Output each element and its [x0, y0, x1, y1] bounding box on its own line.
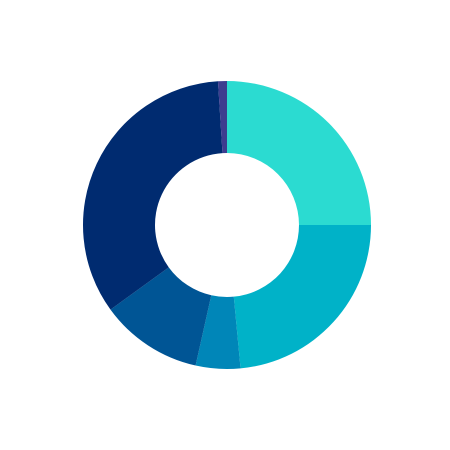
donut-slice-2 [233, 225, 371, 369]
donut-slice-1 [227, 81, 371, 225]
donut-slice-5 [83, 81, 223, 310]
donut-slice-3 [195, 295, 241, 369]
donut-slice-4 [110, 267, 212, 366]
donut-slices [83, 81, 371, 369]
donut-slice-6 [217, 81, 227, 154]
